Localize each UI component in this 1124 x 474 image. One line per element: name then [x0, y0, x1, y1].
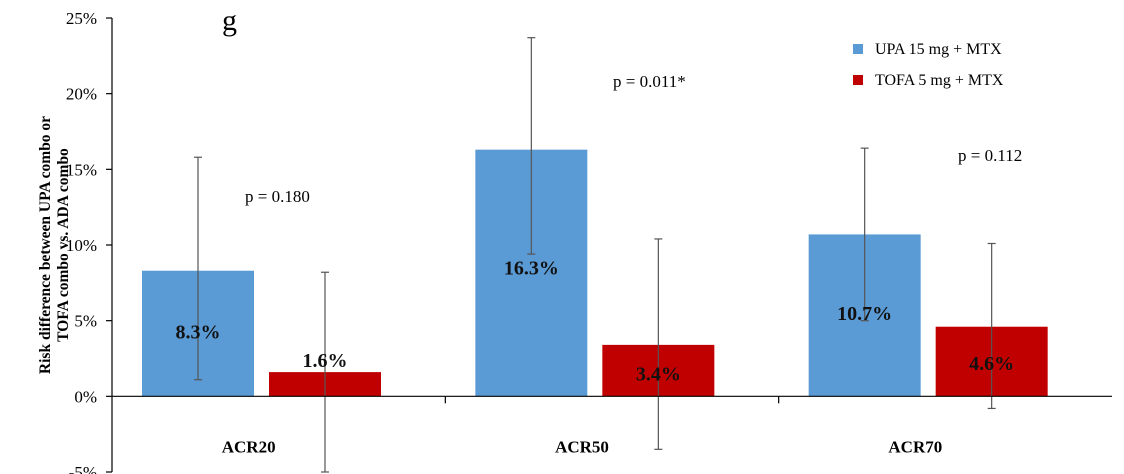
x-ticks: [444, 396, 780, 404]
y-axis-label-line-1: Risk difference between UPA combo or: [37, 116, 54, 374]
bar-label-acr50-series-1: 16.3%: [504, 258, 559, 280]
category-labels: ACR20 ACR50 ACR70: [222, 437, 943, 456]
y-tick-label: 20%: [66, 85, 97, 104]
y-tick-label: 10%: [66, 236, 97, 255]
legend-label-tofa: TOFA 5 mg + MTX: [875, 72, 1004, 89]
legend-swatch-upa: [853, 44, 863, 54]
y-tick-label: 15%: [66, 160, 97, 179]
y-ticks: -5% 0% 5% 10% 15% 20% 25%: [66, 9, 112, 474]
legend-swatch-tofa: [853, 75, 863, 85]
y-tick-label: 0%: [74, 387, 97, 406]
p-value-acr20: p = 0.180: [245, 187, 310, 206]
category-label-acr50: ACR50: [555, 437, 609, 456]
legend-label-upa: UPA 15 mg + MTX: [875, 41, 1002, 58]
bar-label-acr20-series-2: 1.6%: [303, 350, 348, 372]
y-axis-label-line-2: TOFA combo vs. ADA combo: [55, 148, 72, 342]
bar-label-acr50-series-2: 3.4%: [636, 364, 681, 386]
bar-label-acr70-series-1: 10.7%: [837, 303, 892, 325]
category-label-acr20: ACR20: [222, 437, 276, 456]
chart-title-fragment: g: [222, 4, 237, 37]
p-value-annotations: p = 0.180 p = 0.011* p = 0.112: [245, 72, 1022, 206]
p-value-acr70: p = 0.112: [958, 146, 1022, 165]
y-axis-label: Risk difference between UPA combo or TOF…: [37, 116, 72, 374]
bar-label-acr20-series-1: 8.3%: [176, 321, 221, 343]
y-tick-label: -5%: [69, 463, 97, 474]
error-bars: [194, 37, 996, 473]
bar-label-acr70-series-2: 4.6%: [969, 353, 1014, 375]
y-tick-label: 25%: [66, 9, 97, 28]
legend: UPA 15 mg + MTX TOFA 5 mg + MTX: [853, 41, 1004, 89]
bar-labels: 8.3% 1.6% 16.3% 3.4% 10.7% 4.6%: [176, 258, 1015, 386]
p-value-acr50: p = 0.011*: [613, 72, 686, 91]
category-label-acr70: ACR70: [888, 437, 942, 456]
y-tick-label: 5%: [74, 312, 97, 331]
